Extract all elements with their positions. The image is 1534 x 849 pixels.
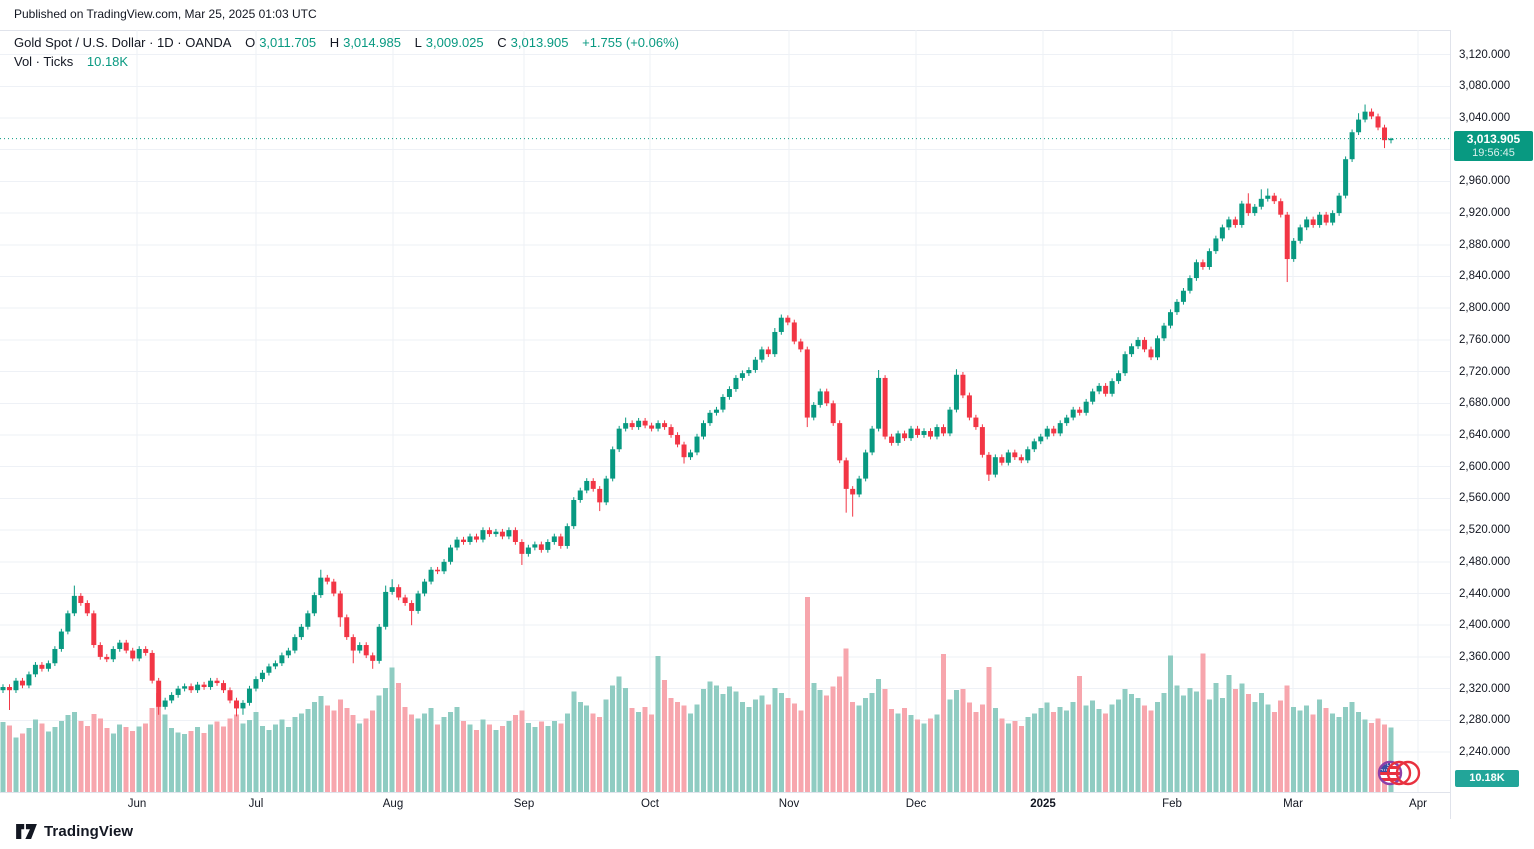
time-tick-label: Apr	[1409, 798, 1427, 810]
price-tick-label: 2,400.000	[1459, 619, 1511, 632]
volume-study-value: 10.18K	[86, 54, 129, 69]
price-tick-label: 2,640.000	[1459, 429, 1511, 441]
time-tick-label: Mar	[1283, 798, 1303, 810]
time-tick-label: Jul	[248, 798, 264, 810]
time-tick-label: Feb	[1162, 798, 1182, 810]
time-tick-label: Oct	[641, 798, 659, 810]
price-tick-label: 2,840.000	[1459, 270, 1511, 283]
volume-study-label[interactable]: Vol · Ticks	[14, 54, 74, 69]
time-tick-label: Sep	[513, 798, 535, 810]
current-price-value: 3,013.905	[1466, 131, 1521, 146]
ohlc-close-label: C	[497, 35, 507, 50]
price-tick-label: 2,720.000	[1459, 365, 1511, 378]
time-tick-label: Jun	[127, 798, 147, 810]
oanda-logo	[1376, 758, 1422, 793]
time-tick-label: 2025	[1030, 798, 1056, 810]
volume-axis-label: 10.18K	[1455, 770, 1519, 787]
price-tick-label: 2,800.000	[1459, 302, 1511, 315]
price-tick-label: 2,880.000	[1459, 238, 1511, 251]
price-tick-label: 2,240.000	[1459, 746, 1511, 758]
price-tick-label: 2,520.000	[1459, 524, 1511, 537]
ohlc-open-value: 3,011.705	[259, 35, 317, 50]
price-pane[interactable]: Gold Spot / U.S. Dollar · 1D · OANDA O 3,…	[0, 30, 1450, 792]
ohlc-low-value: 3,009.025	[425, 35, 484, 50]
tradingview-logo-icon	[16, 824, 37, 839]
price-tick-label: 2,960.000	[1459, 175, 1511, 188]
ohlc-change-value: +1.755 (+0.06%)	[582, 35, 679, 50]
price-tick-label: 2,480.000	[1459, 555, 1511, 568]
ohlc-high-label: H	[329, 35, 340, 50]
price-tick-label: 2,600.000	[1459, 460, 1511, 473]
price-axis[interactable]: 3,120.000 3,080.000 3,040.000 2,960.000 2,92…	[1450, 30, 1534, 819]
price-tick-label: 3,120.000	[1459, 48, 1511, 61]
candlestick-chart[interactable]	[0, 30, 1450, 792]
price-tick-label: 2,680.000	[1459, 397, 1511, 410]
price-tick-label: 2,440.000	[1459, 587, 1511, 600]
ohlc-close-value: 3,013.905	[510, 35, 569, 50]
price-tick-label: 2,560.000	[1459, 492, 1511, 505]
time-tick-label: Aug	[382, 798, 404, 810]
time-tick-label: Nov	[778, 798, 800, 810]
price-tick-label: 2,360.000	[1459, 650, 1511, 663]
price-tick-label: 2,760.000	[1459, 333, 1511, 346]
symbol-title[interactable]: Gold Spot / U.S. Dollar · 1D · OANDA	[14, 35, 232, 50]
tradingview-footer: TradingView	[16, 823, 133, 840]
published-line: Published on TradingView.com, Mar 25, 20…	[14, 7, 317, 21]
price-tick-label: 2,320.000	[1459, 682, 1511, 695]
price-tick-label: 3,040.000	[1459, 111, 1511, 124]
bar-countdown: 19:56:45	[1472, 146, 1515, 159]
ohlc-open-label: O	[245, 35, 256, 50]
price-tick-label: 2,920.000	[1459, 207, 1511, 220]
current-price-label[interactable]: 3,013.905 19:56:45	[1454, 130, 1533, 161]
ohlc-low-label: L	[414, 35, 422, 50]
price-tick-label: 3,080.000	[1459, 80, 1511, 93]
time-axis[interactable]: Jun Jul Aug Sep Oct Nov Dec 2025 Feb Mar Apr	[0, 792, 1534, 819]
time-tick-label: Dec	[905, 798, 927, 810]
chart-legend: Gold Spot / U.S. Dollar · 1D · OANDA O 3,…	[14, 35, 683, 69]
ohlc-high-value: 3,014.985	[343, 35, 401, 50]
tradingview-brand-text[interactable]: TradingView	[44, 823, 134, 840]
price-tick-label: 2,280.000	[1459, 714, 1511, 727]
